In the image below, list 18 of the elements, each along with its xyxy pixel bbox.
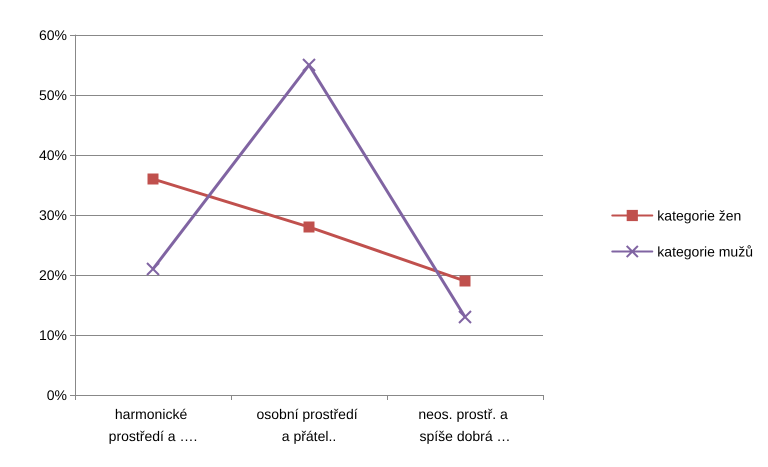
x-tick-label: osobní prostředí a přátel.. xyxy=(256,406,362,444)
y-tick-label: 0% xyxy=(46,387,67,403)
y-tick-label: 10% xyxy=(38,327,67,343)
x-tick-label: neos. prostř. a spíše dobrá … xyxy=(418,406,512,444)
legend-label: kategorie mužů xyxy=(657,244,753,260)
y-tick-label: 60% xyxy=(38,27,67,43)
y-tick-label: 50% xyxy=(38,87,67,103)
y-tick-label: 40% xyxy=(38,147,67,163)
point xyxy=(146,262,160,276)
legend-label: kategorie žen xyxy=(657,208,742,224)
point xyxy=(458,310,472,324)
point xyxy=(302,58,316,72)
y-tick-label: 30% xyxy=(38,207,67,223)
point xyxy=(460,276,470,286)
point xyxy=(148,174,158,184)
point xyxy=(304,222,314,232)
x-tick-label: harmonické prostředí a …. xyxy=(108,406,198,444)
y-tick-label: 20% xyxy=(38,267,67,283)
